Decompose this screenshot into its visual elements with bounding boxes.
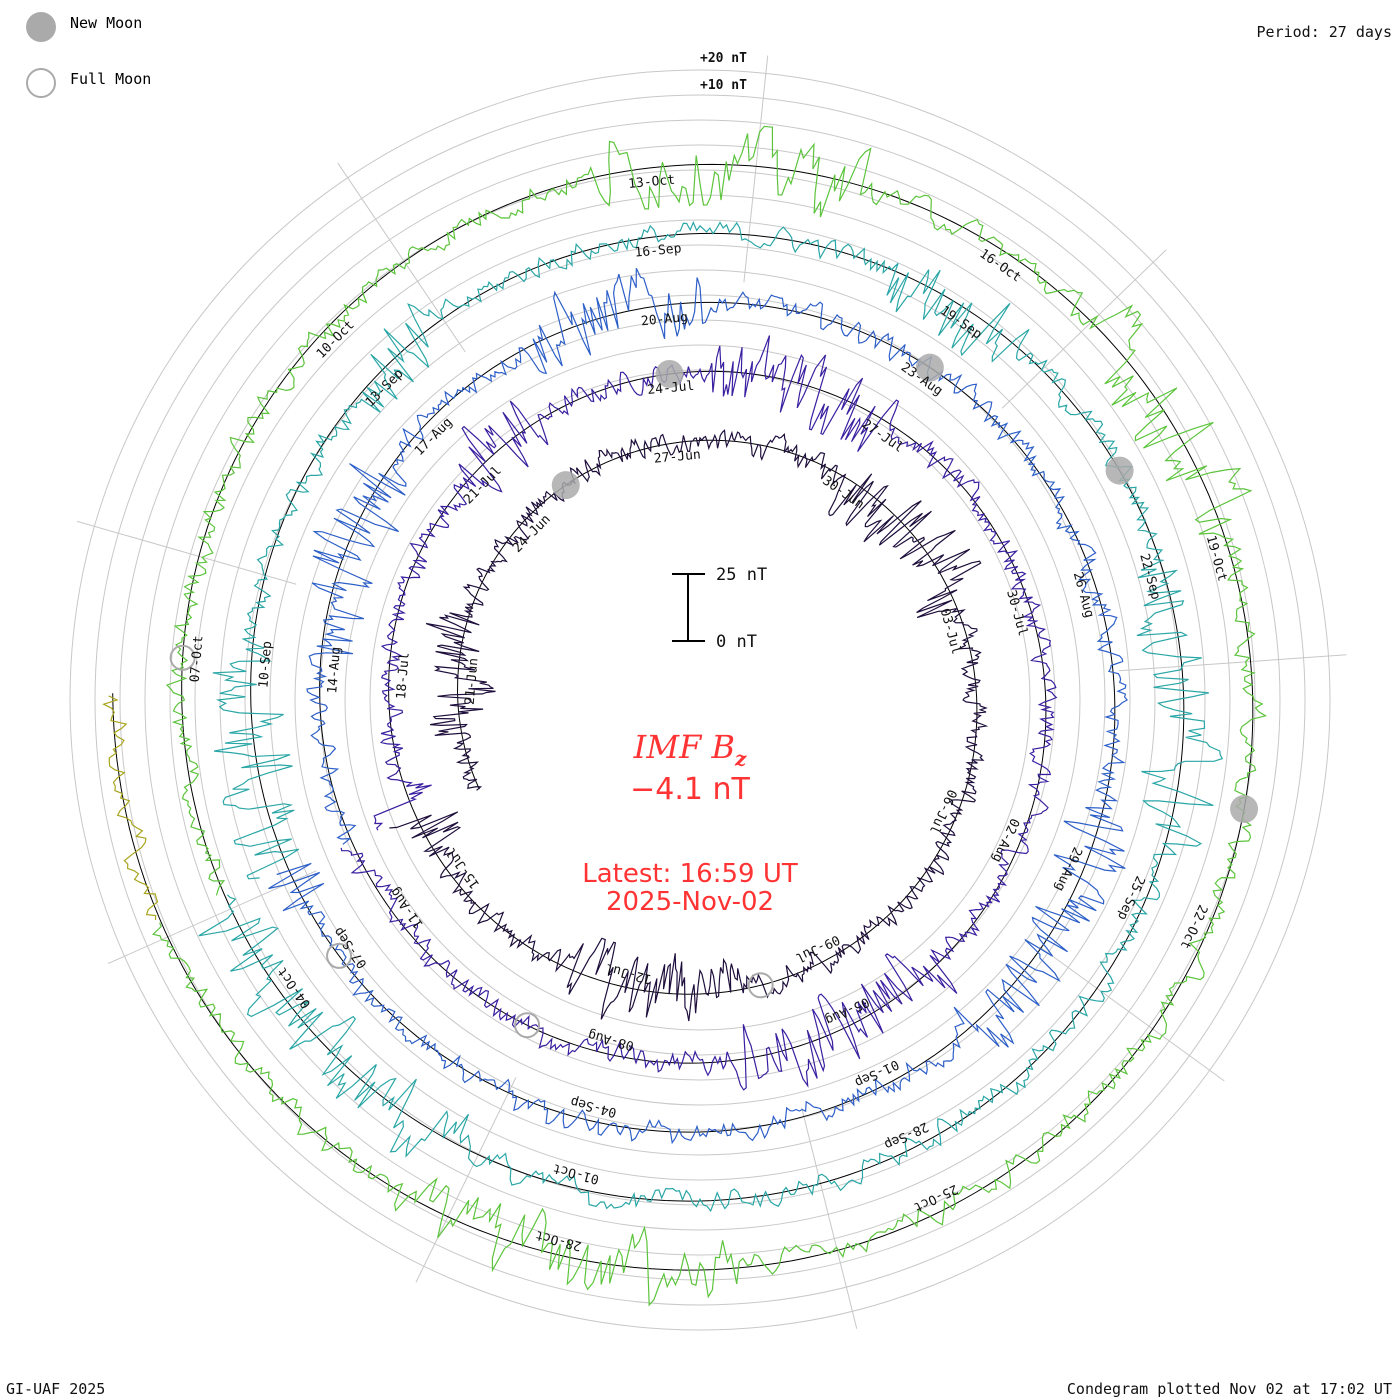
date-label: 02-Aug (989, 816, 1022, 865)
latest-time: Latest: 16:59 UT (582, 859, 798, 889)
grid-ring (269, 269, 1131, 1131)
date-label: 08-Aug (586, 1027, 635, 1053)
date-label: 29-Aug (1051, 844, 1084, 893)
radial-spoke (337, 162, 466, 353)
date-label: 14-Aug (325, 646, 344, 694)
date-label: 06-Jul (926, 787, 959, 836)
new-moon-marker (655, 359, 684, 388)
date-label: 25-Sep (1114, 873, 1147, 922)
grid-ring (294, 294, 1106, 1106)
date-label: 13-Oct (628, 173, 676, 192)
data-traces (102, 125, 1268, 1307)
zero-baseline (112, 163, 1254, 1271)
grid-ring (119, 119, 1281, 1281)
ring-label-plus10: +10 nT (700, 78, 747, 93)
quantity-subscript: z (734, 746, 747, 771)
radial-spokes (76, 55, 1347, 1329)
radial-spoke (1039, 946, 1225, 1082)
latest-value: −4.1 nT (630, 772, 750, 807)
legend-full-moon-label: Full Moon (70, 70, 152, 88)
legend-new-moon: New Moon (26, 12, 142, 42)
date-label: 04-Sep (569, 1093, 618, 1119)
trace-rotation-1 (389, 429, 989, 1022)
new-moon-icon (26, 12, 56, 42)
legend-new-moon-label: New Moon (70, 14, 143, 32)
scale-bar-bottom-label: 0 nT (716, 632, 757, 652)
period-label: Period: 27 days (1256, 23, 1392, 41)
footer-plot-time: Condegram plotted Nov 02 at 17:02 UT (1066, 1380, 1392, 1398)
trace-rotation-3 (268, 268, 1129, 1145)
date-label: 07-Oct (188, 635, 207, 683)
legend-full-moon: Full Moon (26, 68, 151, 98)
ring-label-plus20: +20 nT (700, 51, 747, 66)
latest-date: 2025-Nov-02 (605, 887, 775, 917)
latest-time-block: Latest: 16:59 UT 2025-Nov-02 (490, 860, 890, 916)
grid-ring (244, 244, 1156, 1156)
date-label: 16-Sep (634, 241, 682, 260)
date-label: 10-Sep (256, 640, 275, 688)
trace-rotation-4 (198, 220, 1224, 1213)
date-label: 24-Jul (647, 379, 695, 398)
radial-spoke (1001, 249, 1167, 409)
date-label: 10-Oct (314, 318, 358, 362)
trace-rotation-2 (340, 335, 1058, 1091)
scale-bar-top-label: 25 nT (716, 565, 767, 585)
date-label: 20-Aug (640, 310, 688, 329)
date-label: 09-Jul (793, 931, 842, 965)
new-moon-marker (551, 471, 580, 500)
date-label: 21-Jun (463, 657, 482, 705)
grid-rings (69, 69, 1331, 1331)
date-label: 15-Jul (444, 844, 483, 891)
trace-rotation-6 (102, 695, 159, 921)
trace-rotation-5 (152, 125, 1268, 1307)
grid-ring (94, 94, 1306, 1306)
new-moon-marker (1230, 795, 1259, 824)
grid-ring (69, 69, 1331, 1331)
date-label: 05-Aug (823, 994, 872, 1028)
full-moon-marker (747, 972, 774, 999)
footer-credit: GI-UAF 2025 (6, 1380, 106, 1398)
radial-spoke (76, 520, 297, 585)
date-label: 04-Oct (275, 964, 314, 1011)
date-label: 27-Jun (653, 447, 701, 466)
quantity-name: IMF B (633, 728, 735, 766)
zero-baseline-spiral (112, 163, 1254, 1271)
scale-bar: 25 nT 0 nT (672, 565, 767, 652)
grid-ring (344, 344, 1056, 1056)
moon-markers (169, 353, 1259, 1039)
radial-spoke (1118, 654, 1347, 672)
grid-ring (194, 194, 1206, 1206)
date-label: 24-Jun (510, 512, 554, 556)
new-moon-marker (1105, 456, 1134, 485)
radial-spoke (743, 55, 769, 283)
date-label: 22-Oct (1177, 902, 1210, 951)
full-moon-marker (514, 1012, 541, 1039)
grid-ring (169, 169, 1231, 1231)
full-moon-marker (326, 942, 353, 969)
full-moon-marker (169, 644, 196, 671)
date-labels: 21-Jun24-Jun27-Jun30-Jun03-Jul06-Jul09-J… (188, 173, 1230, 1254)
quantity-title: IMF Bz (490, 728, 890, 770)
radial-spoke (801, 1107, 858, 1329)
date-label: 18-Jul (394, 652, 413, 700)
new-moon-marker (915, 353, 944, 382)
full-moon-icon (26, 68, 56, 98)
radial-spoke (415, 1077, 517, 1283)
